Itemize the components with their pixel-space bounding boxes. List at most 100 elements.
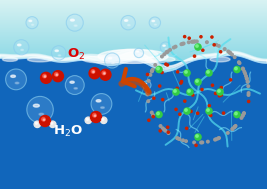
Bar	[0, 46, 267, 47]
Ellipse shape	[101, 107, 104, 108]
Text: O$_2$: O$_2$	[67, 47, 85, 62]
Bar	[0, 95, 267, 96]
Bar	[0, 62, 267, 63]
Bar	[0, 26, 267, 27]
Circle shape	[222, 111, 225, 115]
Circle shape	[168, 48, 172, 52]
Circle shape	[214, 137, 218, 141]
Bar	[0, 116, 267, 117]
Circle shape	[185, 71, 187, 73]
Circle shape	[152, 96, 156, 100]
Bar	[0, 159, 267, 160]
Bar	[0, 2, 267, 3]
Circle shape	[201, 48, 205, 52]
Circle shape	[207, 71, 209, 73]
Circle shape	[167, 131, 170, 135]
Bar	[0, 143, 267, 144]
Bar	[0, 15, 267, 16]
Bar	[0, 129, 267, 130]
Bar	[0, 124, 267, 125]
Circle shape	[175, 136, 179, 140]
Circle shape	[164, 62, 168, 66]
Circle shape	[196, 80, 198, 82]
Bar	[0, 23, 267, 24]
Bar	[0, 0, 267, 1]
Ellipse shape	[39, 113, 44, 115]
Bar	[0, 163, 267, 164]
Bar	[0, 20, 267, 21]
Circle shape	[41, 72, 52, 83]
Bar	[0, 39, 267, 40]
Circle shape	[49, 121, 56, 128]
Circle shape	[247, 100, 250, 103]
Circle shape	[146, 99, 150, 103]
Bar	[0, 0, 267, 1]
Bar	[0, 188, 267, 189]
Bar	[0, 38, 267, 39]
Bar	[0, 165, 267, 166]
Bar	[0, 171, 267, 172]
Bar	[0, 128, 267, 129]
Bar	[0, 153, 267, 154]
Bar	[0, 60, 267, 61]
Bar	[0, 43, 267, 44]
Ellipse shape	[154, 24, 156, 25]
Circle shape	[205, 69, 213, 77]
Circle shape	[176, 70, 179, 74]
Circle shape	[51, 122, 53, 124]
Circle shape	[158, 84, 162, 88]
Bar	[0, 126, 267, 127]
Circle shape	[150, 69, 154, 73]
Bar	[0, 140, 267, 141]
Bar	[0, 58, 267, 59]
Circle shape	[241, 113, 245, 117]
Circle shape	[218, 94, 221, 98]
Bar	[0, 100, 267, 101]
Circle shape	[100, 69, 111, 80]
Ellipse shape	[21, 49, 23, 50]
Bar	[0, 42, 267, 43]
Bar	[0, 137, 267, 138]
Ellipse shape	[98, 49, 168, 63]
Bar	[0, 172, 267, 173]
Circle shape	[191, 40, 195, 44]
Circle shape	[226, 131, 230, 135]
Bar	[0, 79, 267, 80]
Circle shape	[165, 50, 169, 54]
Circle shape	[91, 94, 112, 114]
Bar	[0, 59, 267, 60]
Bar	[0, 132, 267, 133]
Circle shape	[214, 92, 217, 95]
Circle shape	[172, 46, 176, 50]
Bar	[0, 157, 267, 158]
Bar	[0, 40, 267, 41]
Bar	[0, 70, 267, 71]
Circle shape	[43, 119, 45, 121]
Bar	[0, 63, 267, 64]
Bar	[0, 117, 267, 118]
Bar	[0, 103, 267, 104]
Bar	[0, 162, 267, 163]
Bar	[0, 49, 267, 50]
Bar	[0, 82, 267, 83]
Ellipse shape	[139, 54, 140, 55]
Circle shape	[14, 40, 29, 55]
Bar	[0, 41, 267, 42]
Bar	[0, 96, 267, 97]
Circle shape	[89, 68, 100, 79]
Ellipse shape	[70, 81, 74, 83]
Bar	[0, 2, 267, 3]
Circle shape	[195, 40, 199, 43]
Circle shape	[183, 107, 191, 115]
Bar	[0, 32, 267, 33]
Circle shape	[100, 117, 107, 123]
Ellipse shape	[152, 20, 155, 22]
Bar	[0, 27, 267, 28]
Circle shape	[193, 40, 197, 43]
Bar	[0, 64, 267, 65]
Circle shape	[216, 136, 220, 140]
Circle shape	[166, 125, 170, 129]
Bar	[0, 61, 267, 62]
Circle shape	[230, 127, 234, 131]
Bar	[0, 25, 267, 26]
